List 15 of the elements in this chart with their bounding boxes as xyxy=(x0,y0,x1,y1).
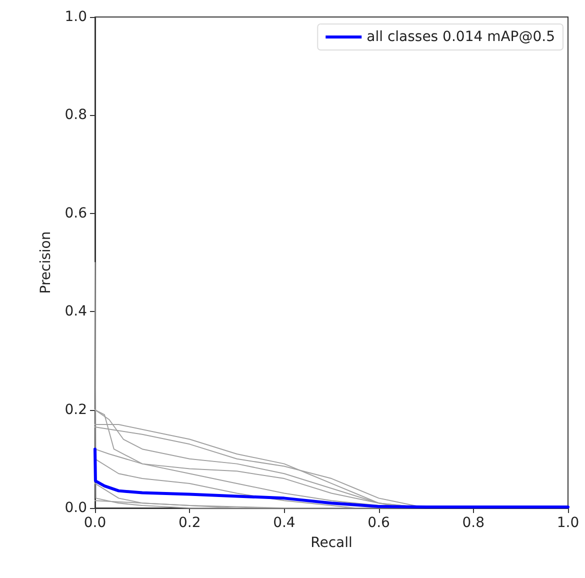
y-tick-label: 0.4 xyxy=(64,304,88,320)
y-tick-label: 1.0 xyxy=(64,9,87,25)
x-tick-label: 0.8 xyxy=(462,515,485,531)
y-tick-label: 0.8 xyxy=(64,107,87,124)
y-tick-label: 0.0 xyxy=(64,500,87,516)
x-tick-label: 1.0 xyxy=(556,515,580,531)
x-tick-label: 0.0 xyxy=(84,515,106,531)
y-tick-label: 0.2 xyxy=(64,402,87,418)
x-tick-label: 0.2 xyxy=(178,515,201,531)
x-tick-label: 0.4 xyxy=(273,515,296,531)
x-axis-title: Recall xyxy=(310,535,352,551)
y-tick-label: 0.6 xyxy=(64,205,88,222)
legend-label: all classes 0.014 mAP@0.5 xyxy=(366,29,556,45)
x-tick-label: 0.6 xyxy=(368,515,390,531)
y-axis-title: Precision xyxy=(38,231,54,294)
